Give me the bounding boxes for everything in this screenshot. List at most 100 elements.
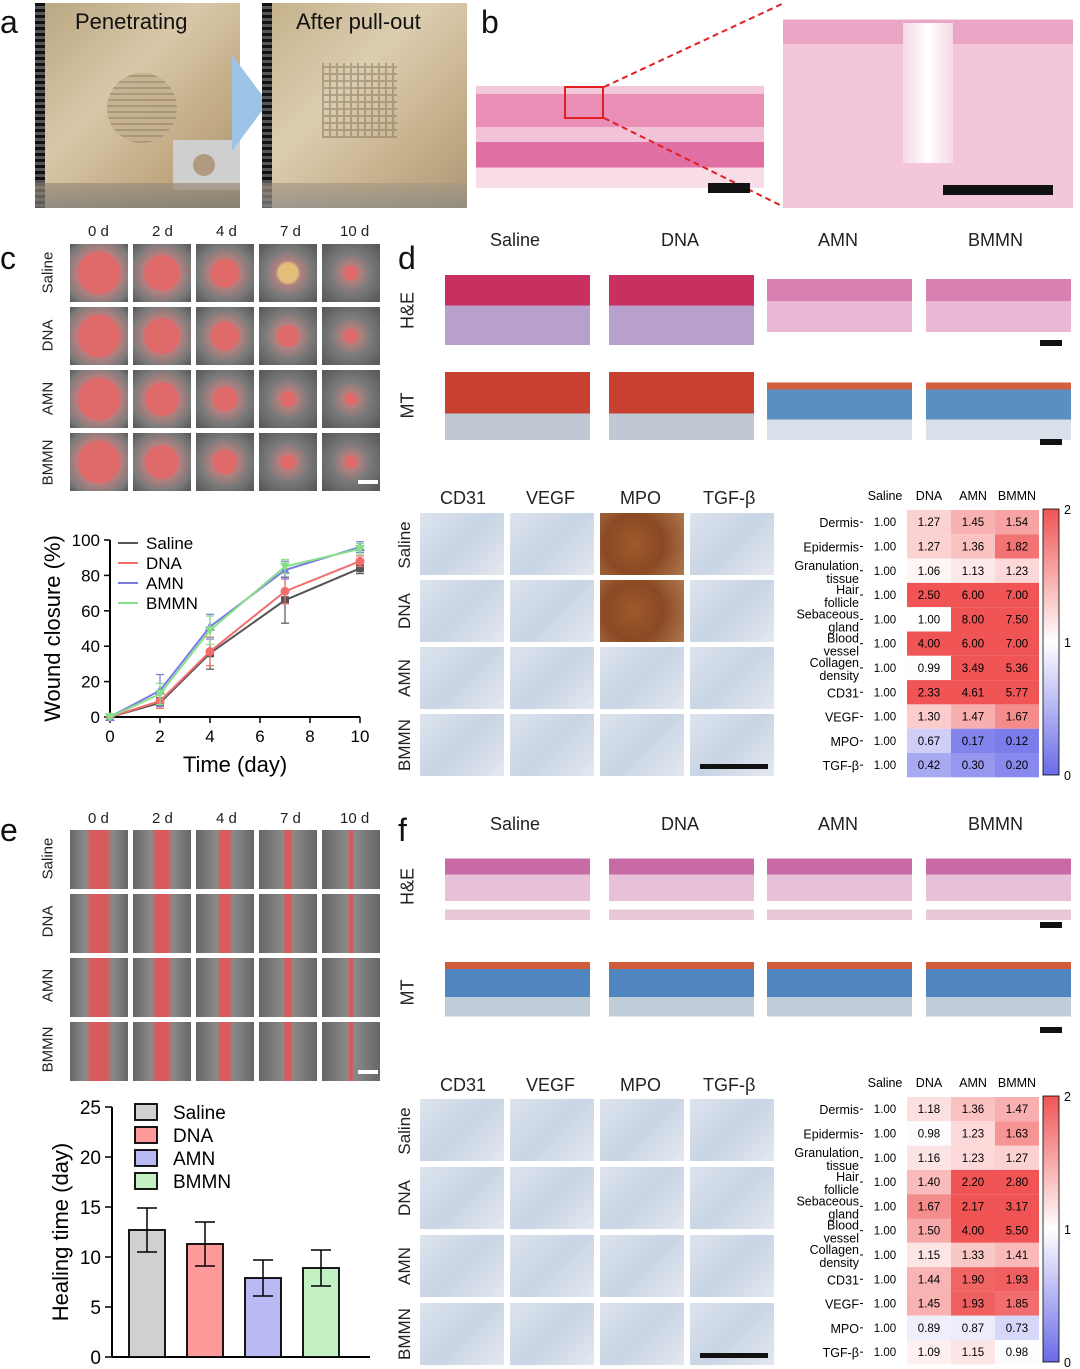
day-label: 2 d: [152, 223, 173, 240]
heatmap-row-label: Sebaceous: [796, 1194, 859, 1208]
legend-swatch: [134, 1126, 158, 1144]
heatmap-cell: [863, 753, 907, 778]
group-label: Saline: [39, 837, 57, 880]
heatmap-cell: [951, 558, 995, 583]
heatmap-value: 1.36: [962, 541, 984, 553]
data-point: [280, 562, 290, 572]
ihc-tile: [690, 647, 774, 709]
day-label: 4 d: [216, 223, 237, 240]
color-scale-label: 2: [1064, 503, 1071, 517]
heatmap-value: 1.13: [962, 566, 984, 578]
stain-label-mt: MT: [397, 392, 418, 419]
he-section: [609, 848, 754, 936]
ihc-tile: [420, 1235, 504, 1297]
group-label: Saline: [39, 251, 57, 294]
panel-label-f: f: [398, 812, 407, 848]
heatmap-cell: [863, 1340, 907, 1365]
ihc-header: VEGF: [526, 488, 576, 508]
ihc-tile: [510, 513, 594, 575]
heatmap-row-label: VEGF: [825, 1298, 859, 1312]
heatmap-row-label: tissue: [826, 1159, 859, 1173]
photo-tile: [259, 1022, 317, 1081]
panel-f-group-headers: Saline DNA AMN BMMN: [440, 814, 1080, 838]
photo-tile: [322, 244, 380, 302]
heatmap-cell: [863, 1291, 907, 1316]
day-label: 10 d: [340, 223, 370, 240]
x-tick-label: 2: [155, 727, 164, 746]
heatmap-cell: [995, 728, 1039, 753]
photo-tile: [70, 830, 128, 889]
heatmap-col-label: DNA: [916, 1076, 943, 1090]
heatmap-value: 1.00: [874, 760, 896, 772]
mt-section: [767, 953, 912, 1041]
heatmap-value: 1.00: [874, 1250, 896, 1262]
ihc-tile: [600, 1167, 684, 1229]
legend-swatch: [134, 1149, 158, 1167]
panel-a-photo-penetrating: Penetrating: [35, 3, 240, 208]
heatmap-value: 1.15: [918, 1250, 940, 1262]
panel-f-ihc-headers: CD31 VEGF MPO TGF-β: [420, 1075, 780, 1097]
x-axis-label: Time (day): [183, 752, 287, 777]
photo-tile: [70, 370, 128, 428]
legend-swatch: [134, 1172, 158, 1190]
heatmap-row-label: vessel: [824, 645, 859, 659]
heatmap-value: 1.00: [874, 517, 896, 529]
heatmap-value: 5.77: [1006, 687, 1028, 699]
ihc-header: MPO: [620, 488, 662, 508]
group-header: AMN: [818, 814, 858, 834]
data-point: [280, 586, 290, 596]
photo-tile: [259, 244, 317, 302]
heatmap-cell: [863, 510, 907, 535]
heatmap-value: 2.17: [962, 1201, 984, 1213]
ihc-header: TGF-β: [703, 488, 756, 508]
photo-tile: [70, 958, 128, 1017]
photo-tile: [259, 370, 317, 428]
heatmap-value: 0.42: [918, 760, 940, 772]
he-section: [926, 848, 1071, 936]
heatmap-cell: [995, 1097, 1039, 1122]
heatmap-cell: [907, 558, 951, 583]
ihc-tile: [510, 1303, 594, 1365]
day-label: 0 d: [88, 223, 109, 240]
heatmap-chronic: Saline DNA AMN BMMN Dermis 1.00 1.27 1.45 1.54 Ep…: [794, 489, 1071, 781]
heatmap-value: 7.00: [1006, 590, 1028, 602]
scale-bar: [700, 1353, 768, 1358]
heatmap-value: 1.00: [874, 1347, 896, 1359]
heatmap-cell: [907, 1145, 951, 1170]
heatmap-value: 1.82: [1006, 541, 1028, 553]
after-pull-out-label: After pull-out: [296, 9, 421, 34]
group-label: DNA: [395, 593, 414, 629]
panel-f-ihc-group-labels: Saline DNA AMN BMMN: [390, 1099, 420, 1365]
group-label: AMN: [395, 1247, 414, 1285]
heatmap-cell: [863, 1194, 907, 1219]
heatmap-cell: [951, 1267, 995, 1292]
y-tick-label: 20: [80, 1148, 101, 1169]
he-section: [445, 266, 590, 354]
photo-tile: [259, 433, 317, 491]
heatmap-value: 0.17: [962, 736, 984, 748]
heatmap-cell: [951, 1097, 995, 1122]
heatmap-value: 1.00: [874, 1128, 896, 1140]
heatmap-cell: [995, 582, 1039, 608]
stain-label-he: H&E: [397, 868, 418, 906]
he-section: [445, 848, 590, 936]
ihc-tile: [420, 1167, 504, 1229]
group-label: BMMN: [39, 1026, 57, 1073]
heatmap-value: 0.73: [1006, 1323, 1028, 1335]
heatmap-row-label: Dermis: [819, 516, 859, 530]
stain-label-he: H&E: [397, 292, 418, 330]
heatmap-row-label: Blood: [827, 632, 859, 646]
heatmap-value: 0.12: [1006, 736, 1028, 748]
heatmap-value: 1.00: [874, 1177, 896, 1189]
mt-section: [609, 953, 754, 1041]
photo-tile: [322, 370, 380, 428]
heatmap-cell: [863, 1121, 907, 1146]
heatmap-cell: [995, 631, 1039, 656]
ihc-tile: [600, 580, 684, 642]
ihc-header: MPO: [620, 1075, 662, 1095]
y-tick-label: 80: [81, 566, 100, 585]
day-label: 4 d: [216, 810, 237, 827]
heatmap-value: 0.98: [918, 1128, 940, 1140]
data-point: [105, 713, 115, 722]
group-label: Saline: [395, 1107, 414, 1155]
